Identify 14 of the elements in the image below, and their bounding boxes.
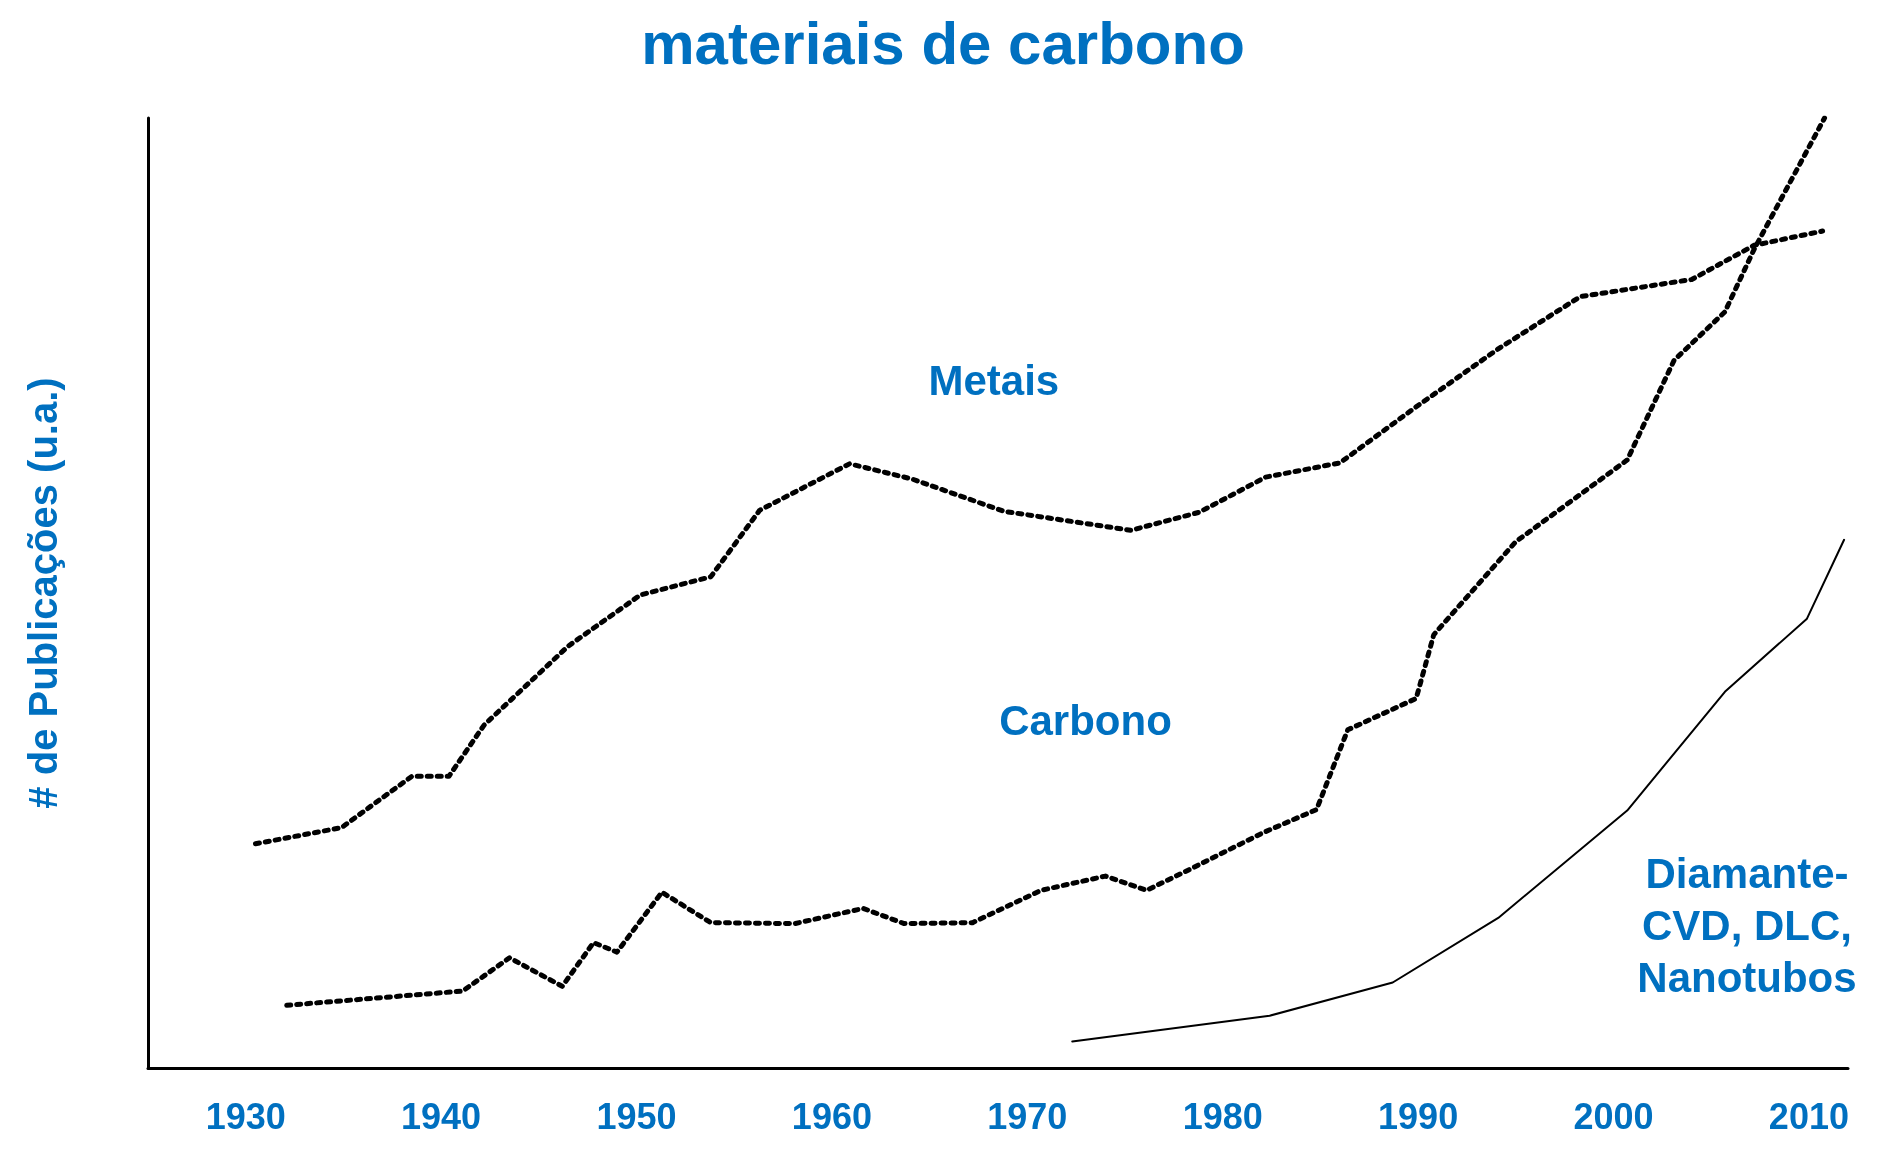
x-tick-label: 1970	[987, 1095, 1068, 1137]
x-tick-label: 1930	[205, 1095, 286, 1137]
x-tick-label: 1950	[596, 1095, 677, 1137]
y-axis-title: # de Publicações (u.a.)	[21, 377, 65, 809]
x-tick-label: 2010	[1768, 1095, 1849, 1137]
x-tick-label: 1960	[791, 1095, 872, 1137]
x-tick-label: 1980	[1182, 1095, 1263, 1137]
series-label: Diamante- CVD, DLC, Nanotubos	[1637, 850, 1857, 1002]
series-label: Metais	[928, 356, 1060, 404]
text: Carbono	[999, 696, 1172, 744]
chart-title: materiais de carbono	[641, 9, 1245, 77]
x-tick-label: 2000	[1573, 1095, 1654, 1137]
x-tick-label: 1940	[401, 1095, 482, 1137]
x-tick-label: 1990	[1378, 1095, 1459, 1137]
